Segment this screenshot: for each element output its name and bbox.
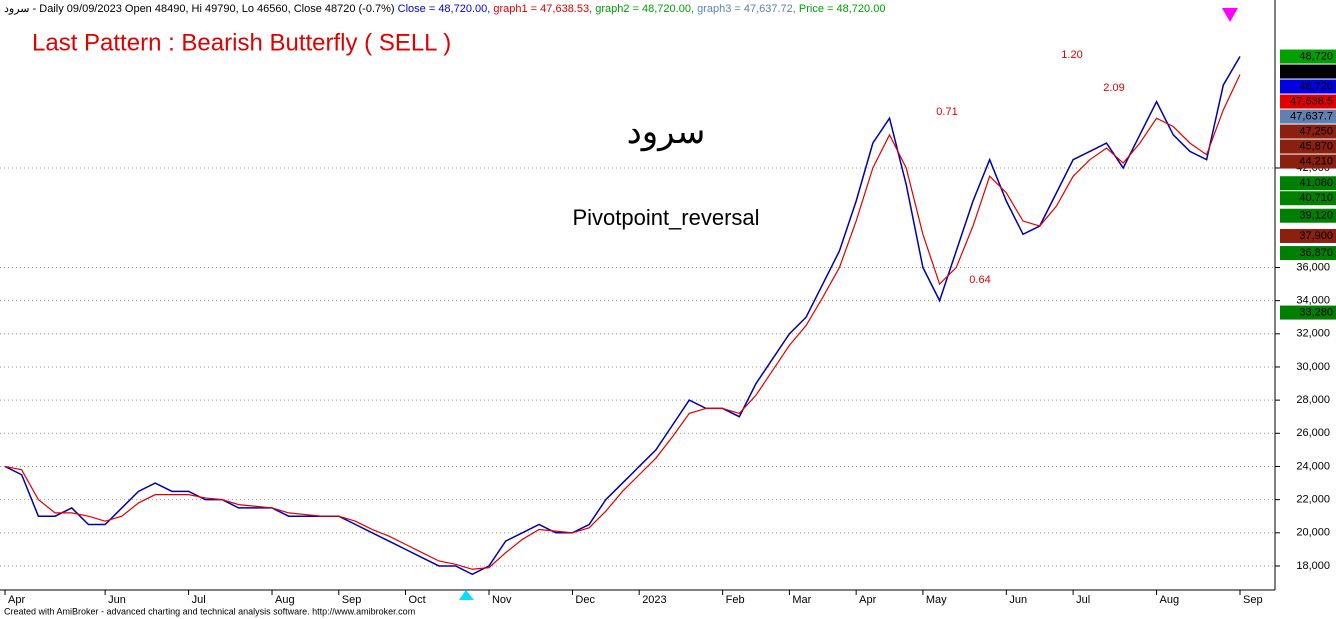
series-line bbox=[4, 56, 1241, 576]
level-label: 41,080 bbox=[1299, 177, 1333, 189]
level-label: 44,210 bbox=[1299, 155, 1333, 167]
level-box bbox=[1280, 79, 1336, 94]
x-tick-label: Jul bbox=[192, 594, 206, 606]
graph3-info: graph3 = 47,637.72, bbox=[697, 3, 796, 15]
price-info: Price = 48,720.00 bbox=[799, 3, 886, 15]
x-tick-label: Sep bbox=[1243, 594, 1263, 606]
sell-arrow bbox=[1222, 8, 1238, 22]
x-tick-label: Dec bbox=[575, 594, 595, 606]
x-tick-label: 2023 bbox=[642, 594, 666, 606]
x-tick-label: Oct bbox=[409, 594, 426, 606]
level-label: 45,870 bbox=[1299, 140, 1333, 152]
level-label: 48,720 bbox=[1299, 65, 1333, 77]
level-box bbox=[1280, 64, 1336, 79]
y-tick-label: 22,000 bbox=[1296, 494, 1330, 506]
x-tick-label: Apr bbox=[8, 594, 25, 606]
x-tick-label: Feb bbox=[726, 594, 745, 606]
x-tick-label: May bbox=[926, 594, 947, 606]
x-tick-label: Apr bbox=[859, 594, 876, 606]
y-tick-label: 30,000 bbox=[1296, 361, 1330, 373]
x-tick-label: Aug bbox=[1160, 594, 1180, 606]
level-label: 47,638.5 bbox=[1290, 95, 1333, 107]
level-box bbox=[1280, 154, 1336, 169]
y-tick-label: 24,000 bbox=[1296, 460, 1330, 472]
level-label: 48,720 bbox=[1299, 80, 1333, 92]
close-info: Close = 48,720.00, bbox=[398, 3, 491, 15]
level-label: 47,637.7 bbox=[1290, 110, 1333, 122]
ratio-annotation: 2.09 bbox=[1103, 82, 1124, 94]
y-tick-label: 28,000 bbox=[1296, 394, 1330, 406]
level-box bbox=[1280, 228, 1336, 243]
x-tick-label: Mar bbox=[792, 594, 811, 606]
ratio-annotation: 0.64 bbox=[969, 274, 990, 286]
graph1-info: graph1 = 47,638.53, bbox=[493, 3, 592, 15]
x-tick-label: Jun bbox=[108, 594, 126, 606]
x-tick-label: Nov bbox=[492, 594, 512, 606]
level-box bbox=[1280, 305, 1336, 320]
y-tick-label: 32,000 bbox=[1296, 328, 1330, 340]
graph2-info: graph2 = 48,720.00, bbox=[595, 3, 694, 15]
level-box bbox=[1280, 176, 1336, 191]
level-label: 37,900 bbox=[1299, 230, 1333, 242]
symbol-info: سرود - Daily 09/09/2023 Open 48490, Hi 4… bbox=[4, 3, 395, 15]
footer: Created with AmiBroker - advanced charti… bbox=[4, 606, 415, 616]
chart-title: Last Pattern : Bearish Butterfly ( SELL … bbox=[32, 29, 451, 56]
symbol-name: سرود bbox=[627, 113, 706, 152]
ratio-annotation: 0.71 bbox=[936, 106, 957, 118]
x-tick-label: Sep bbox=[342, 594, 362, 606]
level-box bbox=[1280, 191, 1336, 206]
y-tick-label: 20,000 bbox=[1296, 527, 1330, 539]
level-label: 33,280 bbox=[1299, 306, 1333, 318]
x-tick-label: Aug bbox=[275, 594, 295, 606]
y-tick-label: 34,000 bbox=[1296, 295, 1330, 307]
header: سرود - Daily 09/09/2023 Open 48490, Hi 4… bbox=[4, 3, 885, 15]
y-tick-label: 26,000 bbox=[1296, 427, 1330, 439]
level-label: 48,720 bbox=[1299, 50, 1333, 62]
indicator-name: Pivotpoint_reversal bbox=[572, 205, 759, 230]
ratio-annotation: 1.20 bbox=[1061, 49, 1082, 61]
series-line bbox=[4, 74, 1241, 570]
level-box bbox=[1280, 139, 1336, 154]
buy-arrow bbox=[459, 590, 474, 600]
x-tick-label: Jun bbox=[1009, 594, 1027, 606]
level-label: 36,870 bbox=[1299, 247, 1333, 259]
y-tick-label: 36,000 bbox=[1296, 261, 1330, 273]
level-label: 40,710 bbox=[1299, 192, 1333, 204]
y-tick-label: 18,000 bbox=[1296, 560, 1330, 572]
level-box bbox=[1280, 208, 1336, 223]
level-box bbox=[1280, 109, 1336, 124]
level-label: 47,250 bbox=[1299, 125, 1333, 137]
level-box bbox=[1280, 49, 1336, 64]
level-box bbox=[1280, 246, 1336, 261]
x-tick-label: Jul bbox=[1076, 594, 1090, 606]
level-box bbox=[1280, 124, 1336, 139]
level-box bbox=[1280, 94, 1336, 109]
level-label: 39,120 bbox=[1299, 210, 1333, 222]
